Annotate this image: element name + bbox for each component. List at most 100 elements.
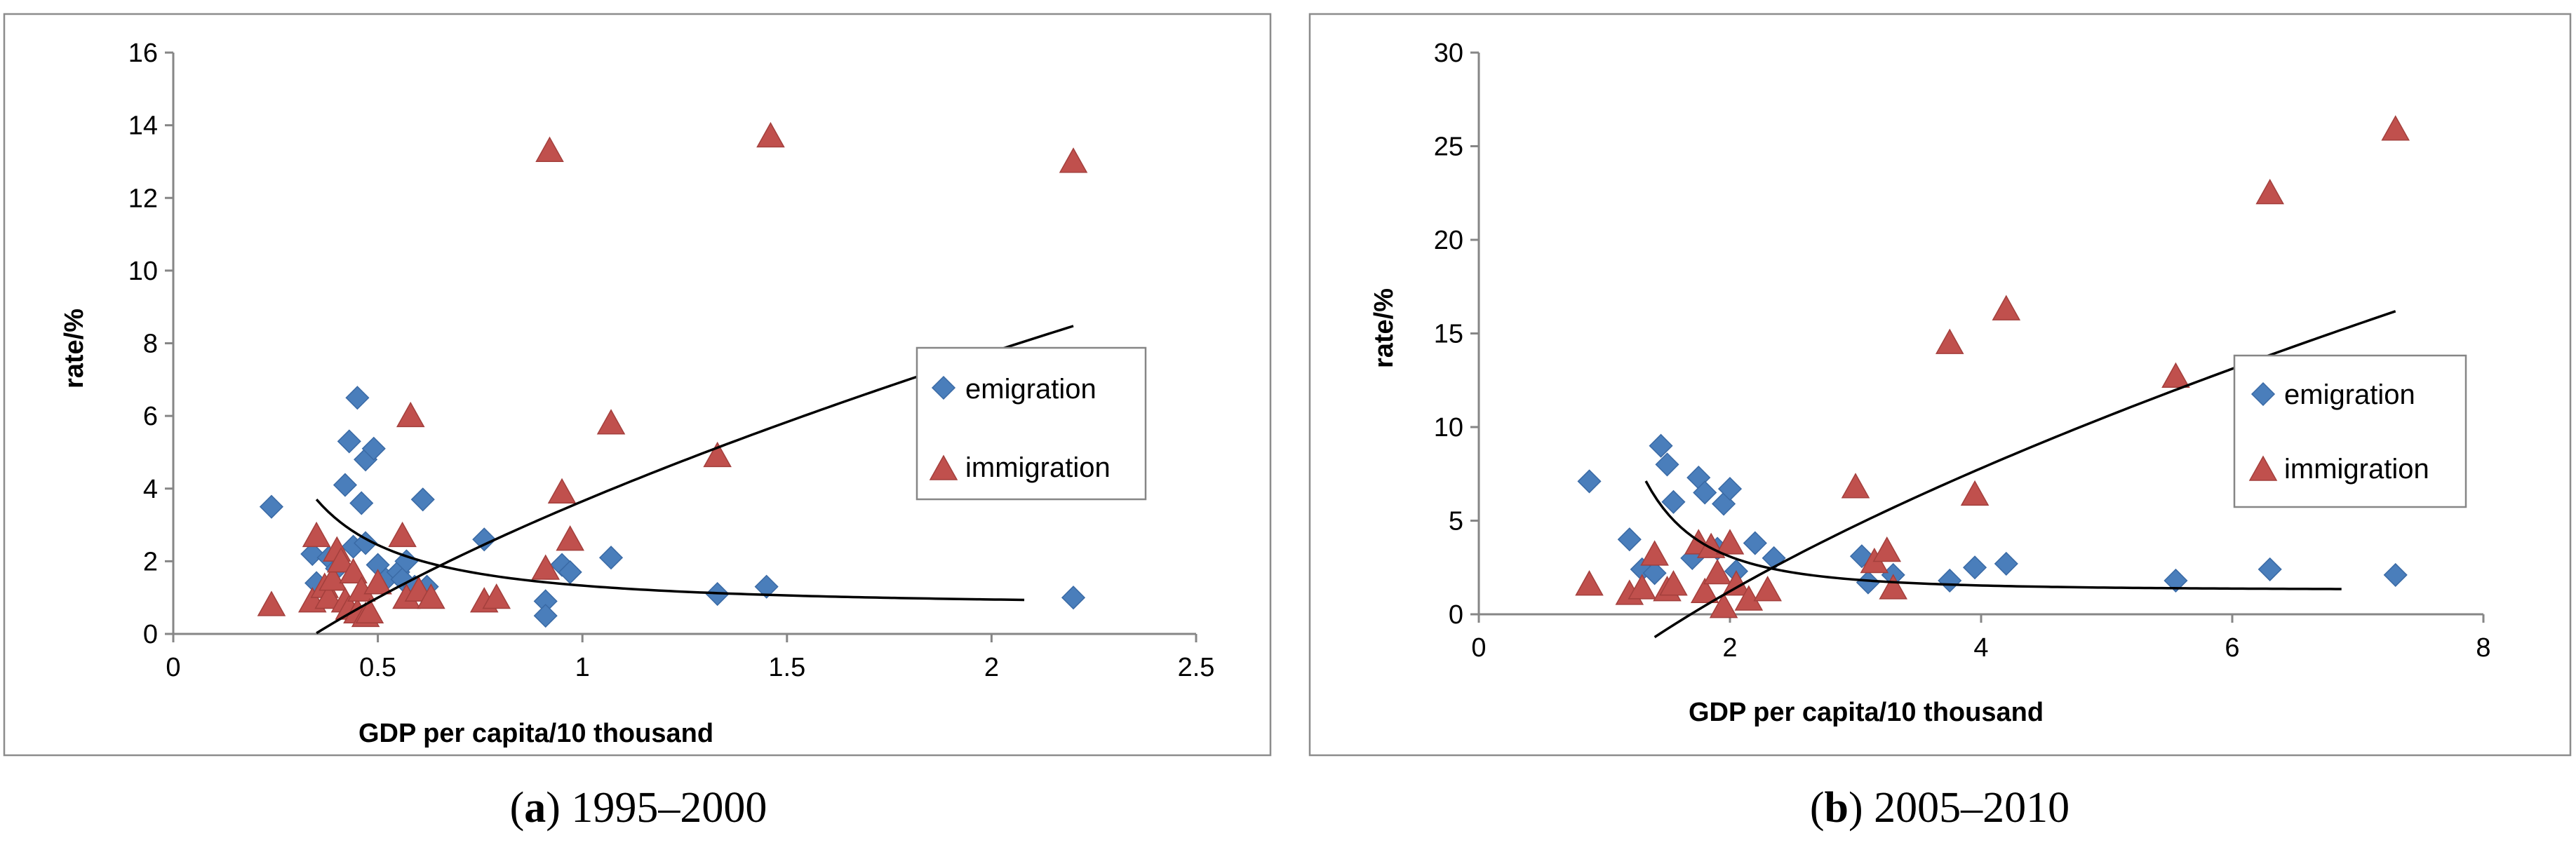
panel-b-x-tick-label: 8 (2476, 633, 2490, 663)
panel-a-immigration-point (596, 409, 626, 435)
panel-a-immigration-point (326, 547, 356, 573)
panel-b-emigration-point (1962, 555, 1987, 580)
panel-a-x-axis-title: GDP per capita/10 thousand (358, 719, 713, 748)
panel-b-caption-period: 2005–2010 (1874, 784, 2069, 832)
panel-a-immigration-point (482, 583, 511, 609)
panel-b-legend-immigration-marker (2248, 455, 2278, 481)
panel-b: 0 5 10 15 20 25 30 0 2 4 6 8 GDP per capita/10 thou… (1308, 13, 2572, 757)
panel-b-x-tick-label: 6 (2225, 633, 2239, 663)
panel-b-immigration-point (2255, 179, 2284, 205)
panel-b-immigration-point (1841, 473, 1870, 499)
panel-b-y-tick-label: 10 (1434, 413, 1463, 442)
panel-b-immigration-point (1640, 540, 1669, 566)
panel-b-caption: (b) 2005–2010 (1810, 784, 2069, 832)
panel-a: 0 2 4 6 8 10 12 14 16 0 0.5 1 1.5 2 2.5 GDP per capita… (3, 13, 1272, 757)
panel-a-immigration-point (318, 565, 347, 591)
panel-a-immigration-point (703, 441, 732, 468)
panel-a-y-tick-label: 2 (143, 547, 158, 576)
panel-a-emigration-point (598, 546, 624, 570)
panel-b-emigration-point (1938, 568, 1962, 593)
panel-b-immigration-point (1703, 559, 1732, 585)
panel-b-emigration-point (1655, 452, 1679, 477)
panel-b-emigration-point (1642, 561, 1667, 586)
panel-a-caption-label: a (524, 784, 546, 832)
panel-b-emigration-point (1649, 433, 1673, 458)
panel-b-immigration-point (1753, 576, 1782, 602)
panel-a-x-tick-label: 2.5 (1178, 653, 1215, 682)
panel-b-x-tick-label: 2 (1722, 633, 1737, 663)
panel-b-immigration-point (1935, 328, 1964, 354)
panel-a-y-tick-label: 16 (128, 39, 158, 68)
panel-b-emigration-point (1577, 469, 1602, 494)
panel-a-immigration-point (547, 478, 577, 503)
panel-a-legend-immigration-label: immigration (965, 452, 1111, 483)
panel-b-caption-label: b (1825, 784, 1849, 832)
panel-a-x-tick-label: 2 (984, 653, 999, 682)
panel-b-legend: emigration immigration (2233, 354, 2467, 508)
panel-b-immigration-point (1872, 536, 1902, 562)
panel-b-plot: 0 5 10 15 20 25 30 0 2 4 6 8 (1434, 39, 2491, 663)
panel-b-immigration-point (1709, 593, 1738, 618)
panel-b-emigration-point (2164, 568, 2188, 593)
panel-b-y-tick-label: 5 (1449, 507, 1463, 536)
panel-a-emigration-point (300, 541, 325, 567)
panel-a-emigration-point (472, 527, 497, 552)
panel-a-legend: emigration immigration (915, 346, 1147, 501)
panel-a-immigration-point (535, 136, 564, 162)
panel-b-y-tick-label: 20 (1434, 226, 1463, 255)
panel-b-immigration-point (2161, 362, 2190, 388)
panel-a-legend-box (915, 346, 1147, 501)
panel-a-y-tick-label: 0 (143, 620, 158, 649)
panel-a-x-tick-label: 0 (166, 653, 180, 682)
panel-a-emigration-point (349, 491, 374, 515)
panel-a-immigration-point (388, 521, 417, 548)
panel-a-immigration-point (1059, 147, 1088, 173)
panel-b-emigration-point (1717, 477, 1743, 501)
panel-b-emigration-point (2383, 562, 2408, 587)
panel-b-emigration-point (1693, 480, 1717, 505)
panel-b-immigration-trendline (1653, 310, 2396, 639)
panel-a-caption: (a) 1995–2000 (510, 784, 767, 832)
panel-b-immigration-point (1690, 577, 1719, 604)
panel-b-y-axis-title: rate/% (1369, 288, 1399, 368)
panel-a-immigration-point (396, 401, 425, 428)
panel-a-emigration-point (410, 487, 435, 512)
panel-b-immigration-point (1715, 529, 1745, 555)
panel-a-immigration-point (339, 557, 368, 583)
panel-b-immigration-point (2381, 115, 2410, 141)
panel-a-x-tick-label: 0.5 (359, 653, 396, 682)
panel-b-legend-emigration-marker (2250, 381, 2276, 407)
panel-a-plot: 0 2 4 6 8 10 12 14 16 0 0.5 1 1.5 2 2.5 (128, 39, 1215, 682)
panel-a-emigration-point (337, 429, 361, 454)
panel-a-emigration-point (345, 386, 370, 410)
panel-a-legend-immigration-marker (929, 454, 958, 480)
panel-b-emigration-point (1994, 551, 2018, 576)
panel-b-immigration-point (1575, 570, 1604, 596)
panel-b-immigration-point (1628, 574, 1656, 600)
panel-a-y-tick-label: 6 (143, 402, 158, 431)
panel-b-x-axis-title: GDP per capita/10 thousand (1689, 698, 2044, 727)
panel-b-legend-box (2233, 354, 2467, 508)
panel-a-y-tick-label: 8 (143, 330, 158, 359)
panel-a-emigration-point (361, 436, 386, 461)
panel-b-emigration-point (1661, 489, 1686, 514)
panel-a-y-tick-label: 12 (128, 184, 158, 213)
panel-a-legend-emigration-label: emigration (965, 374, 1096, 405)
panel-a-immigration-point (314, 583, 343, 609)
panel-b-x-tick-label: 4 (1973, 633, 1988, 663)
panel-a-emigration-point (1061, 586, 1086, 610)
panel-b-emigration-point (1743, 531, 1767, 555)
panel-a-emigration-point (354, 531, 378, 555)
panel-b-immigration-point (1960, 480, 1990, 506)
panel-a-immigration-point (355, 597, 384, 623)
panel-a-immigration-point (363, 569, 392, 595)
panel-a-emigration-point (333, 473, 358, 497)
panel-a-y-tick-label: 4 (143, 475, 158, 504)
panel-a-immigration-point (556, 525, 584, 551)
panel-b-immigration-point (1879, 574, 1907, 600)
panel-a-emigration-point (533, 604, 558, 628)
panel-b-immigration-point (1659, 570, 1688, 596)
panel-b-emigration-point (2258, 557, 2282, 581)
panel-b-legend-immigration-label: immigration (2284, 454, 2429, 485)
